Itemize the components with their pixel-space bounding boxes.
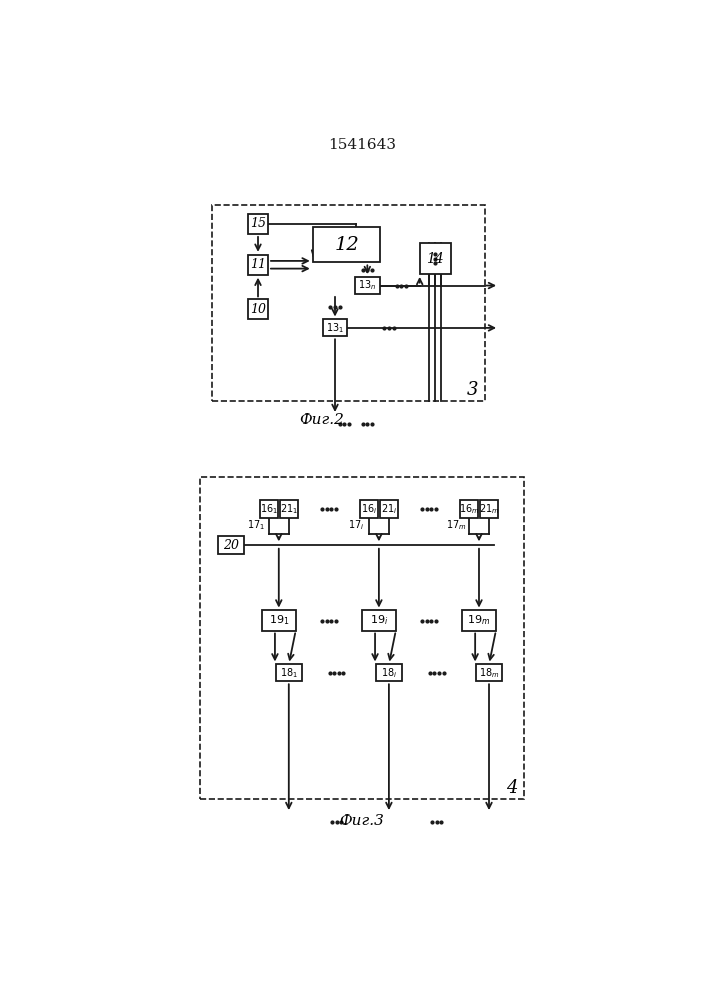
FancyBboxPatch shape bbox=[420, 243, 450, 274]
Text: $17_1$: $17_1$ bbox=[247, 518, 264, 532]
Text: $16_i$: $16_i$ bbox=[361, 502, 377, 516]
Text: 15: 15 bbox=[250, 217, 266, 230]
FancyBboxPatch shape bbox=[279, 500, 298, 518]
Text: 11: 11 bbox=[250, 258, 266, 271]
Text: $21_i$: $21_i$ bbox=[381, 502, 397, 516]
Text: 12: 12 bbox=[334, 236, 359, 254]
Text: $18_i$: $18_i$ bbox=[381, 666, 397, 680]
Text: 3: 3 bbox=[467, 381, 479, 399]
FancyBboxPatch shape bbox=[259, 500, 278, 518]
FancyBboxPatch shape bbox=[218, 536, 244, 554]
Text: $18_1$: $18_1$ bbox=[280, 666, 298, 680]
Text: $18_m$: $18_m$ bbox=[479, 666, 499, 680]
Text: $17_i$: $17_i$ bbox=[348, 518, 364, 532]
Bar bbox=[200, 477, 524, 799]
Text: 4: 4 bbox=[506, 779, 517, 797]
FancyBboxPatch shape bbox=[380, 500, 398, 518]
FancyBboxPatch shape bbox=[248, 214, 268, 234]
FancyBboxPatch shape bbox=[362, 610, 396, 631]
Text: Фиг.3: Фиг.3 bbox=[339, 814, 385, 828]
FancyBboxPatch shape bbox=[248, 299, 268, 319]
FancyBboxPatch shape bbox=[360, 500, 378, 518]
Text: $19_1$: $19_1$ bbox=[269, 614, 289, 627]
Text: 1541643: 1541643 bbox=[328, 138, 396, 152]
Text: $13_n$: $13_n$ bbox=[358, 279, 377, 292]
FancyBboxPatch shape bbox=[312, 227, 380, 262]
FancyBboxPatch shape bbox=[376, 664, 402, 681]
FancyBboxPatch shape bbox=[460, 500, 478, 518]
FancyBboxPatch shape bbox=[262, 610, 296, 631]
Text: $16_m$: $16_m$ bbox=[459, 502, 479, 516]
FancyBboxPatch shape bbox=[322, 319, 347, 336]
FancyBboxPatch shape bbox=[476, 664, 502, 681]
Text: $19_i$: $19_i$ bbox=[370, 614, 388, 627]
FancyBboxPatch shape bbox=[276, 664, 302, 681]
FancyBboxPatch shape bbox=[462, 610, 496, 631]
Text: $21_1$: $21_1$ bbox=[280, 502, 298, 516]
Text: Фиг.2: Фиг.2 bbox=[298, 413, 344, 427]
Text: $13_1$: $13_1$ bbox=[326, 321, 344, 335]
Text: 10: 10 bbox=[250, 303, 266, 316]
FancyBboxPatch shape bbox=[480, 500, 498, 518]
FancyBboxPatch shape bbox=[248, 255, 268, 275]
Text: $16_1$: $16_1$ bbox=[259, 502, 278, 516]
Text: 20: 20 bbox=[223, 539, 239, 552]
Text: $21_m$: $21_m$ bbox=[479, 502, 499, 516]
Text: $19_m$: $19_m$ bbox=[467, 614, 491, 627]
FancyBboxPatch shape bbox=[355, 277, 380, 294]
Text: 14: 14 bbox=[426, 252, 444, 266]
Text: $17_m$: $17_m$ bbox=[445, 518, 466, 532]
Bar bbox=[212, 205, 485, 401]
